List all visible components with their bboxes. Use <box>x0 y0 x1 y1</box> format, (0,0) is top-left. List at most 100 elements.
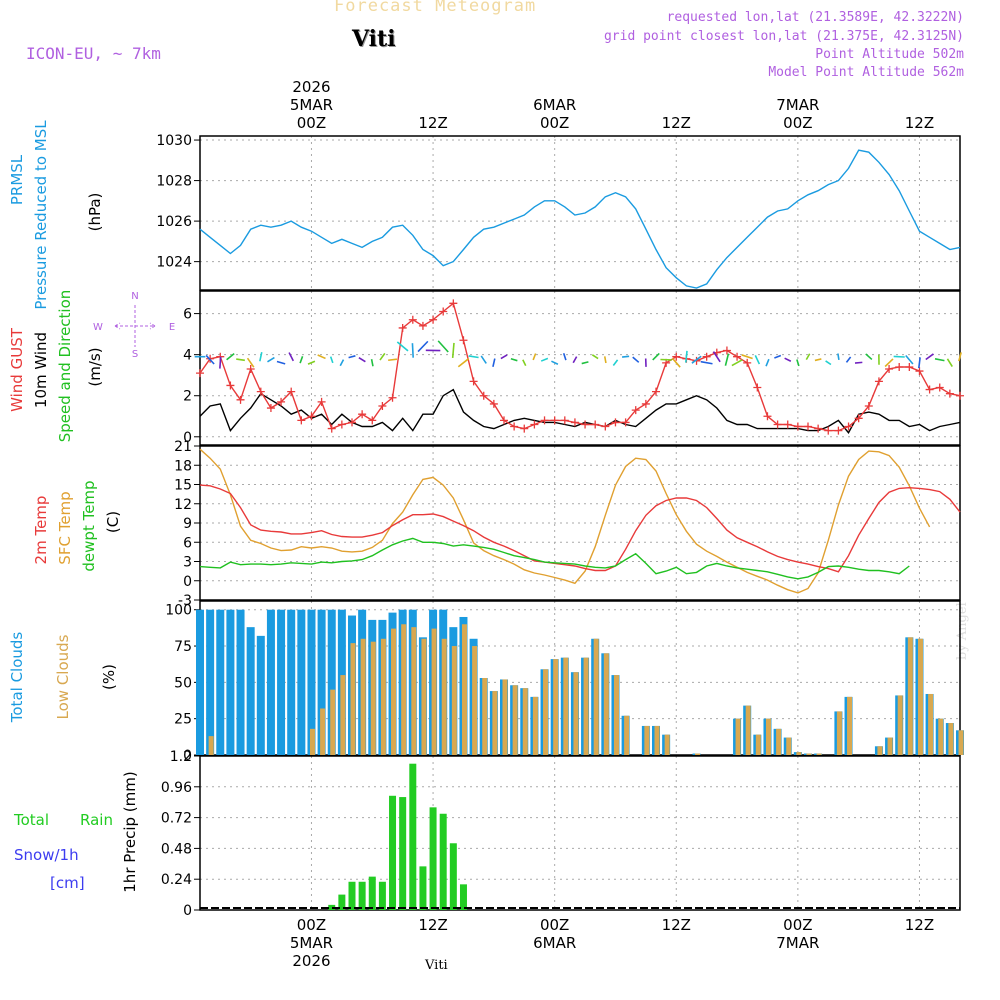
low-cloud-bar <box>806 753 812 755</box>
time-label-top: 2026 <box>292 78 330 96</box>
gust-marker <box>935 383 944 392</box>
time-label-bottom: 7MAR <box>776 934 819 952</box>
gust-marker <box>905 362 914 371</box>
gust-marker <box>418 321 427 330</box>
wind-arrow <box>522 359 527 367</box>
low-cloud-bar <box>350 643 356 755</box>
gust-marker <box>631 406 640 415</box>
wind-arrow <box>925 353 934 361</box>
wind-arrow <box>437 340 449 353</box>
time-label-bottom: 6MAR <box>533 934 576 952</box>
y-tick-label: 0 <box>183 430 192 446</box>
gust-marker <box>793 422 802 431</box>
wind-arrow <box>540 357 549 362</box>
wind-arrow <box>358 357 366 363</box>
wind-arrow <box>226 353 235 361</box>
gust-marker <box>672 352 681 361</box>
time-label-bottom: 12Z <box>662 916 691 934</box>
rain-bar <box>338 894 346 910</box>
time-label-bottom: 5MAR <box>290 934 333 952</box>
time-label-top: 12Z <box>905 114 934 132</box>
y-tick-label: 4 <box>183 348 192 364</box>
low-cloud-bar <box>644 725 650 755</box>
wind-arrow <box>652 352 660 361</box>
time-label-top: 00Z <box>297 114 326 132</box>
wind-arrow <box>754 355 761 365</box>
gust-marker <box>368 416 377 425</box>
wind-arrow <box>219 356 222 369</box>
location-name: Viti <box>352 26 396 52</box>
y-tick-label: -3 <box>178 593 192 609</box>
wind-arrow <box>299 356 304 364</box>
gust-marker <box>581 420 590 429</box>
y-tick-label: 3 <box>183 555 192 571</box>
low-cloud-bar <box>553 659 559 755</box>
wind-arrow <box>329 356 334 364</box>
wind-arrow <box>396 341 409 352</box>
total-cloud-bar <box>297 609 306 755</box>
time-label-top: 7MAR <box>776 96 819 114</box>
total-cloud-bar <box>196 609 204 755</box>
gust-marker <box>540 416 549 425</box>
pressure-label-2: Pressure Reduced to MSL <box>32 120 50 310</box>
low-cloud-bar <box>836 711 842 755</box>
rain-bar <box>328 904 336 910</box>
gust-marker <box>895 362 904 371</box>
requested-coords: requested lon,lat (21.3589E, 42.3222N) <box>666 10 964 25</box>
gust-marker <box>196 369 204 378</box>
wind-arrow <box>259 351 263 362</box>
rain-bar <box>459 884 467 910</box>
gridpoint-coords: grid point closest lon,lat (21.375E, 42.… <box>603 29 964 44</box>
total-cloud-bar <box>266 609 275 755</box>
gust-marker <box>226 381 235 390</box>
low-clouds-label: Low Clouds <box>54 634 72 719</box>
model-altitude: Model Point Altitude 562m <box>768 65 964 80</box>
gust-marker <box>611 418 620 427</box>
low-cloud-bar <box>461 624 467 755</box>
rain-bar <box>429 807 437 910</box>
wind-arrow <box>814 358 822 362</box>
wind-arrow <box>845 356 852 363</box>
dewpt-line <box>199 537 910 580</box>
low-cloud-bar <box>897 695 903 755</box>
snow-unit-label: [cm] <box>50 874 85 892</box>
gust-marker <box>236 395 245 404</box>
wind-arrow <box>796 359 800 367</box>
low-cloud-bar <box>928 693 934 755</box>
time-label-top: 00Z <box>540 114 569 132</box>
wind-arrow <box>893 355 905 358</box>
low-cloud-bar <box>330 689 336 755</box>
panel-frame <box>199 445 961 601</box>
rain-bar <box>449 843 457 910</box>
low-cloud-bar <box>765 718 771 755</box>
gust-marker <box>327 424 336 433</box>
gust-marker <box>337 420 346 429</box>
compass-cross <box>114 305 156 347</box>
wind-arrow <box>622 355 630 358</box>
time-label-top: 6MAR <box>533 96 576 114</box>
rain-bar <box>348 881 356 910</box>
gust-marker <box>317 397 326 406</box>
total-cloud-bar <box>246 627 255 755</box>
wind-arrow <box>510 357 518 362</box>
gust-marker <box>277 397 286 406</box>
wind-arrow <box>468 355 479 359</box>
wind-arrow <box>276 360 286 365</box>
wind-arrow <box>451 342 455 358</box>
low-cloud-bar <box>755 734 761 755</box>
time-label-bottom: 12Z <box>905 916 934 934</box>
y-tick-label: 0 <box>183 574 192 590</box>
gust-marker <box>641 399 650 408</box>
y-tick-label: 1030 <box>156 133 192 149</box>
wind-arrow <box>339 359 345 367</box>
gust-marker <box>388 393 397 402</box>
gust-marker <box>469 377 478 386</box>
low-cloud-bar <box>401 624 407 755</box>
rain-bar <box>358 881 366 910</box>
time-label-top: 00Z <box>783 114 812 132</box>
low-cloud-bar <box>380 638 386 755</box>
low-cloud-bar <box>320 708 326 755</box>
chart-title: Forecast Meteogram <box>334 0 537 16</box>
y-tick-label: 9 <box>183 516 192 532</box>
gust-marker <box>520 424 529 433</box>
